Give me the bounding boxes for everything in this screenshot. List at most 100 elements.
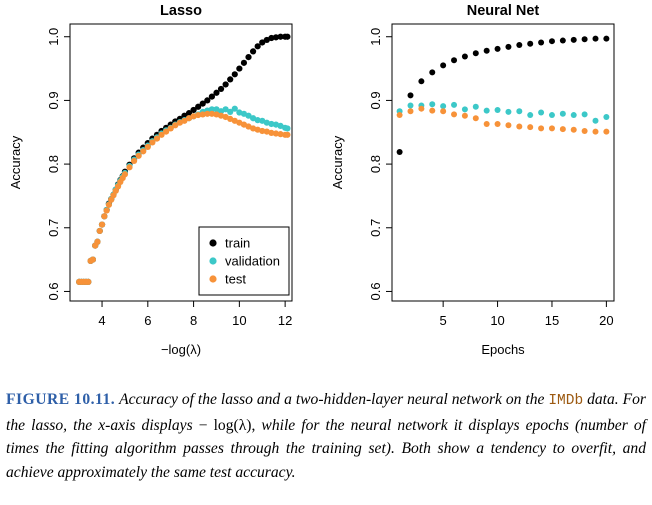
y-tick-label: 0.7 — [368, 219, 383, 237]
data-point-test — [144, 143, 151, 150]
x-tick-label: 12 — [278, 313, 292, 328]
data-point-test — [103, 207, 110, 214]
chart-title: Lasso — [160, 3, 202, 19]
charts-svg: Lasso 4 6 8 10 12 0.6 0.7 0.8 0.9 1.0 −log(λ) Accura… — [8, 3, 615, 357]
data-point-train — [396, 148, 403, 155]
legend-marker-validation — [209, 257, 217, 265]
data-point-test — [429, 107, 436, 114]
data-point-test — [199, 111, 206, 118]
x-tick-label: 15 — [545, 313, 559, 328]
data-point-train — [494, 45, 501, 52]
series-train — [396, 35, 610, 155]
data-point-train — [538, 39, 545, 46]
data-point-test — [163, 128, 170, 135]
data-point-test — [94, 238, 101, 245]
data-point-train — [451, 57, 458, 64]
data-point-test — [494, 120, 501, 127]
data-point-validation — [483, 107, 490, 114]
x-tick-label: 8 — [190, 313, 197, 328]
data-point-train — [461, 53, 468, 60]
data-point-train — [284, 33, 291, 40]
series-test — [76, 110, 291, 285]
data-point-train — [236, 65, 243, 72]
data-point-train — [227, 76, 234, 83]
data-point-validation — [407, 102, 414, 109]
data-point-test — [559, 126, 566, 133]
data-point-train — [204, 97, 211, 104]
data-point-train — [231, 71, 238, 78]
data-point-test — [149, 139, 156, 146]
data-point-train — [483, 47, 490, 54]
data-point-validation — [581, 111, 588, 118]
caption-text-3: while for the neural network it displays… — [6, 416, 646, 481]
data-point-test — [121, 171, 129, 178]
y-tick-label: 0.8 — [46, 155, 61, 173]
data-point-train — [240, 59, 248, 66]
data-point-train — [208, 93, 215, 100]
series-test — [396, 105, 610, 135]
legend-label-test: test — [225, 272, 246, 287]
data-point-train — [181, 112, 188, 119]
data-point-test — [158, 131, 165, 138]
plot-frame — [391, 23, 615, 302]
data-point-test — [130, 157, 138, 165]
legend-label-validation: validation — [225, 254, 280, 269]
series-validation — [396, 101, 610, 124]
data-point-test — [527, 124, 534, 131]
y-tick-label: 0.8 — [368, 155, 383, 173]
data-point-test — [451, 111, 458, 118]
data-point-test — [603, 128, 610, 135]
data-point-validation — [461, 106, 468, 113]
data-point-test — [440, 108, 447, 115]
y-tick-label: 0.6 — [46, 282, 61, 300]
data-point-train — [505, 43, 512, 50]
legend-marker-train — [209, 239, 217, 247]
data-point-train — [190, 106, 197, 114]
data-point-test — [407, 108, 414, 115]
data-point-validation — [570, 112, 577, 119]
data-point-test — [418, 105, 425, 112]
data-point-test — [85, 278, 92, 285]
y-tick-label: 1.0 — [46, 28, 61, 46]
data-point-train — [222, 81, 229, 88]
data-point-train — [245, 54, 252, 61]
data-point-validation — [472, 103, 479, 110]
data-point-train — [527, 40, 534, 47]
y-tick-label: 0.7 — [46, 219, 61, 237]
data-point-test — [592, 128, 599, 135]
x-tick-label: 5 — [440, 313, 447, 328]
data-point-test — [208, 110, 215, 117]
x-tick-label: 4 — [98, 313, 105, 328]
data-point-validation — [451, 101, 458, 108]
data-point-test — [98, 221, 106, 228]
data-point-test — [472, 115, 479, 122]
data-point-validation — [227, 108, 234, 115]
data-point-train — [249, 48, 257, 55]
data-point-test — [140, 148, 147, 155]
caption-math: − log(λ), — [198, 416, 256, 434]
data-point-test — [105, 201, 113, 208]
data-point-train — [185, 110, 193, 117]
data-point-train — [268, 34, 275, 42]
figure: Lasso 4 6 8 10 12 0.6 0.7 0.8 0.9 1.0 −log(λ) Accura… — [8, 3, 615, 357]
chart-0: Lasso 4 6 8 10 12 0.6 0.7 0.8 0.9 1.0 −log(λ) Accura… — [8, 3, 293, 357]
x-axis-label: Epochs — [481, 342, 525, 357]
data-point-validation — [231, 105, 238, 112]
legend-label-train: train — [225, 236, 250, 251]
data-point-validation — [538, 109, 545, 116]
data-point-test — [538, 125, 545, 132]
figure-label: FIGURE 10.11. — [6, 391, 116, 408]
data-point-validation — [208, 106, 215, 113]
data-point-validation — [559, 110, 566, 117]
caption-text-1: Accuracy of the lasso and a two-hidden-l… — [119, 391, 545, 408]
data-point-validation — [592, 117, 599, 124]
legend: train validation test — [198, 226, 290, 296]
y-axis-label: Accuracy — [8, 135, 23, 189]
y-tick-label: 0.6 — [368, 282, 383, 300]
data-point-validation — [494, 106, 501, 113]
data-point-test — [172, 122, 179, 129]
data-point-train — [581, 36, 588, 43]
y-tick-label: 0.9 — [368, 91, 383, 109]
data-point-test — [505, 122, 512, 129]
data-point-validation — [516, 108, 523, 115]
